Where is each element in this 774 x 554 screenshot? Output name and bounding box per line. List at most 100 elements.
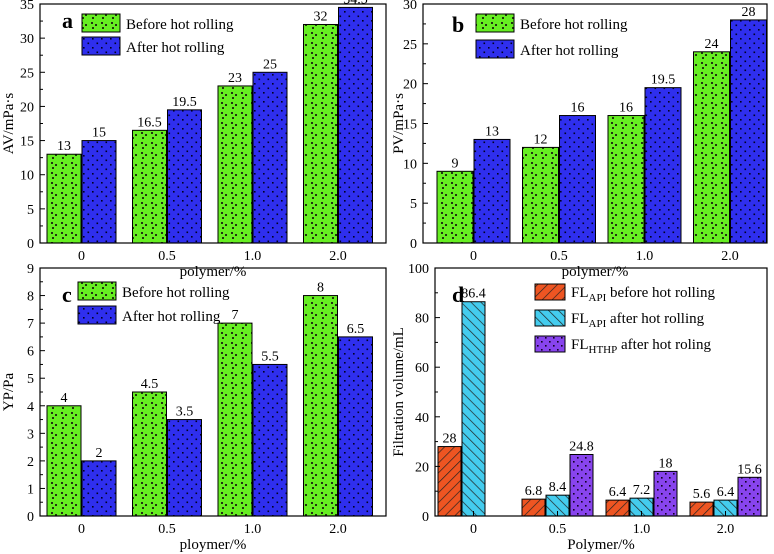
y-tick-label: 10 [20, 169, 34, 184]
x-tick-label: 0 [78, 249, 85, 264]
y-tick-label: 3 [27, 427, 34, 442]
panel-letter: b [452, 12, 464, 37]
bar-value-label: 13 [57, 139, 71, 154]
y-tick-label: 15 [20, 135, 34, 150]
x-tick-label: 2.0 [717, 522, 735, 537]
bar-a-s1-c1 [167, 109, 202, 244]
bar-d-s1-c0 [461, 301, 486, 517]
bar-c-s1-c1 [167, 419, 202, 517]
bar-value-label: 25 [263, 57, 277, 72]
legend-label: Before hot rolling [126, 17, 234, 33]
y-axis-label: AV/mPa·s [1, 93, 17, 155]
y-tick-label: 8 [27, 290, 34, 305]
bar-value-label: 28 [742, 5, 756, 20]
bar-c-s1-c3 [338, 336, 373, 517]
y-tick-label: 80 [415, 312, 429, 327]
bar-b-s1-c2 [644, 87, 682, 244]
bar-c-s0-c2 [217, 322, 253, 517]
bar-value-label: 8 [317, 281, 324, 296]
legend-label: Before hot rolling [520, 17, 628, 33]
bar-a-s1-c0 [81, 140, 117, 244]
legend-label: Before hot rolling [122, 285, 230, 301]
y-tick-label: 0 [27, 237, 34, 252]
x-tick-label: 0 [78, 522, 85, 537]
legend-swatch [475, 39, 515, 59]
legend-swatch [81, 13, 121, 33]
legend-label: FLHTHP after hot roling [571, 337, 711, 356]
bar-d-s0-c0 [437, 446, 462, 517]
y-tick-label: 100 [408, 262, 429, 277]
bar-a-s1-c2 [252, 71, 288, 244]
y-tick-label: 5 [27, 372, 34, 387]
bar-value-label: 16.5 [137, 115, 162, 130]
legend-swatch [77, 305, 117, 325]
y-tick-label: 1 [27, 482, 34, 497]
bar-c-s0-c3 [303, 295, 338, 517]
bar-a-s0-c0 [46, 153, 82, 244]
legend-label: FLAPI after hot rolling [571, 311, 705, 330]
bar-value-label: 13 [485, 124, 499, 139]
x-tick-label: 1.0 [244, 522, 262, 537]
bar-value-label: 19.5 [172, 95, 197, 110]
bar-b-s1-c1 [559, 115, 596, 244]
bar-value-label: 28 [443, 432, 457, 447]
y-tick-label: 0 [410, 237, 417, 252]
x-tick-label: 1.0 [244, 249, 262, 264]
y-tick-label: 5 [27, 203, 34, 218]
bar-b-s0-c3 [693, 51, 730, 244]
bar-b-s0-c0 [436, 170, 474, 244]
bar-value-label: 8.4 [549, 480, 567, 495]
bar-c-s0-c0 [46, 405, 82, 517]
bar-value-label: 4 [61, 391, 68, 406]
y-axis-label: Filtration volume/mL [391, 327, 407, 457]
x-tick-label: 0 [470, 522, 477, 537]
y-tick-label: 10 [403, 157, 417, 172]
bar-value-label: 6.8 [525, 484, 543, 499]
y-tick-label: 6 [27, 345, 34, 360]
bar-d-s2-c1 [569, 453, 594, 517]
bar-d-s2-c2 [653, 470, 678, 517]
panel-letter: a [62, 8, 73, 33]
bar-value-label: 15 [92, 126, 106, 141]
y-tick-label: 4 [27, 400, 34, 415]
x-tick-label: 0 [470, 249, 477, 264]
y-tick-label: 15 [403, 118, 417, 133]
bar-d-s0-c2 [605, 499, 630, 517]
bar-a-s1-c3 [338, 6, 373, 244]
bar-value-label: 5.6 [693, 487, 711, 502]
bar-d-s0-c1 [521, 498, 546, 517]
y-tick-label: 40 [415, 411, 429, 426]
y-tick-label: 5 [410, 197, 417, 212]
bar-value-label: 16 [571, 101, 585, 116]
y-tick-label: 60 [415, 361, 429, 376]
y-tick-label: 35 [20, 0, 34, 13]
y-tick-label: 20 [403, 78, 417, 93]
bar-value-label: 9 [452, 156, 459, 171]
bar-value-label: 18 [659, 456, 673, 471]
x-axis-label: polymer/% [180, 264, 247, 280]
bar-c-s1-c0 [81, 460, 117, 517]
bar-c-s1-c2 [252, 363, 288, 517]
legend-label: After hot rolling [520, 43, 619, 59]
bar-a-s0-c1 [132, 129, 167, 244]
legend-label: FLAPI before hot rolling [571, 285, 715, 304]
x-tick-label: 2.0 [329, 522, 347, 537]
bar-b-s0-c1 [522, 146, 559, 244]
bar-a-s0-c2 [217, 85, 253, 244]
bar-value-label: 12 [534, 132, 548, 147]
bar-value-label: 2 [96, 446, 103, 461]
bar-d-s2-c3 [737, 476, 762, 517]
y-tick-label: 9 [27, 262, 34, 277]
y-axis-label: YP/Pa [1, 372, 17, 411]
bar-value-label: 5.5 [261, 349, 279, 364]
y-tick-label: 0 [422, 510, 429, 525]
bar-a-s0-c3 [303, 23, 338, 244]
legend-swatch [81, 36, 121, 56]
bar-value-label: 15.6 [737, 462, 762, 477]
x-tick-label: 0.5 [158, 522, 176, 537]
bar-value-label: 32 [314, 9, 328, 24]
bar-value-label: 6.5 [347, 322, 365, 337]
x-axis-label: polymer/% [562, 264, 629, 280]
x-tick-label: 2.0 [329, 249, 347, 264]
bar-value-label: 6.4 [609, 485, 627, 500]
